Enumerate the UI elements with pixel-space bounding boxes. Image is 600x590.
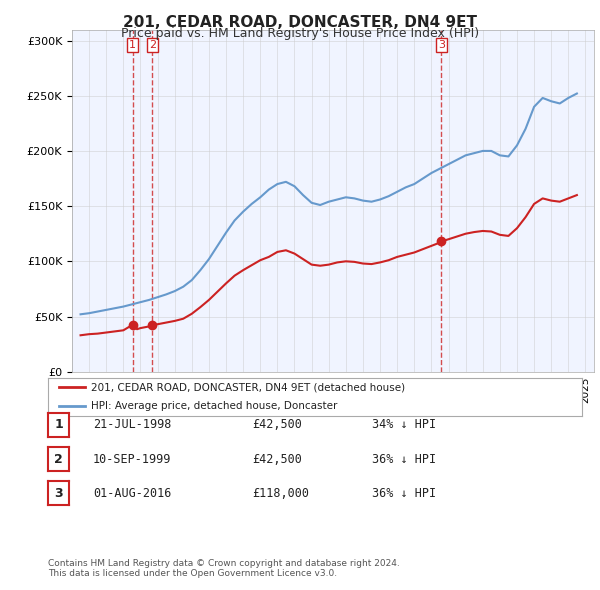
Text: 1: 1	[54, 418, 63, 431]
Text: 2: 2	[149, 40, 156, 50]
Text: Price paid vs. HM Land Registry's House Price Index (HPI): Price paid vs. HM Land Registry's House …	[121, 27, 479, 40]
Text: 21-JUL-1998: 21-JUL-1998	[93, 418, 172, 431]
Text: HPI: Average price, detached house, Doncaster: HPI: Average price, detached house, Donc…	[91, 401, 337, 411]
Text: £118,000: £118,000	[252, 487, 309, 500]
Text: 201, CEDAR ROAD, DONCASTER, DN4 9ET (detached house): 201, CEDAR ROAD, DONCASTER, DN4 9ET (det…	[91, 382, 405, 392]
Text: 201, CEDAR ROAD, DONCASTER, DN4 9ET: 201, CEDAR ROAD, DONCASTER, DN4 9ET	[123, 15, 477, 30]
Text: 36% ↓ HPI: 36% ↓ HPI	[372, 487, 436, 500]
Text: £42,500: £42,500	[252, 418, 302, 431]
Text: 3: 3	[54, 487, 63, 500]
Text: £42,500: £42,500	[252, 453, 302, 466]
Text: 2: 2	[54, 453, 63, 466]
Text: 34% ↓ HPI: 34% ↓ HPI	[372, 418, 436, 431]
Text: 36% ↓ HPI: 36% ↓ HPI	[372, 453, 436, 466]
Text: 3: 3	[438, 40, 445, 50]
Text: 01-AUG-2016: 01-AUG-2016	[93, 487, 172, 500]
Text: Contains HM Land Registry data © Crown copyright and database right 2024.
This d: Contains HM Land Registry data © Crown c…	[48, 559, 400, 578]
Text: 1: 1	[129, 40, 136, 50]
Text: 10-SEP-1999: 10-SEP-1999	[93, 453, 172, 466]
